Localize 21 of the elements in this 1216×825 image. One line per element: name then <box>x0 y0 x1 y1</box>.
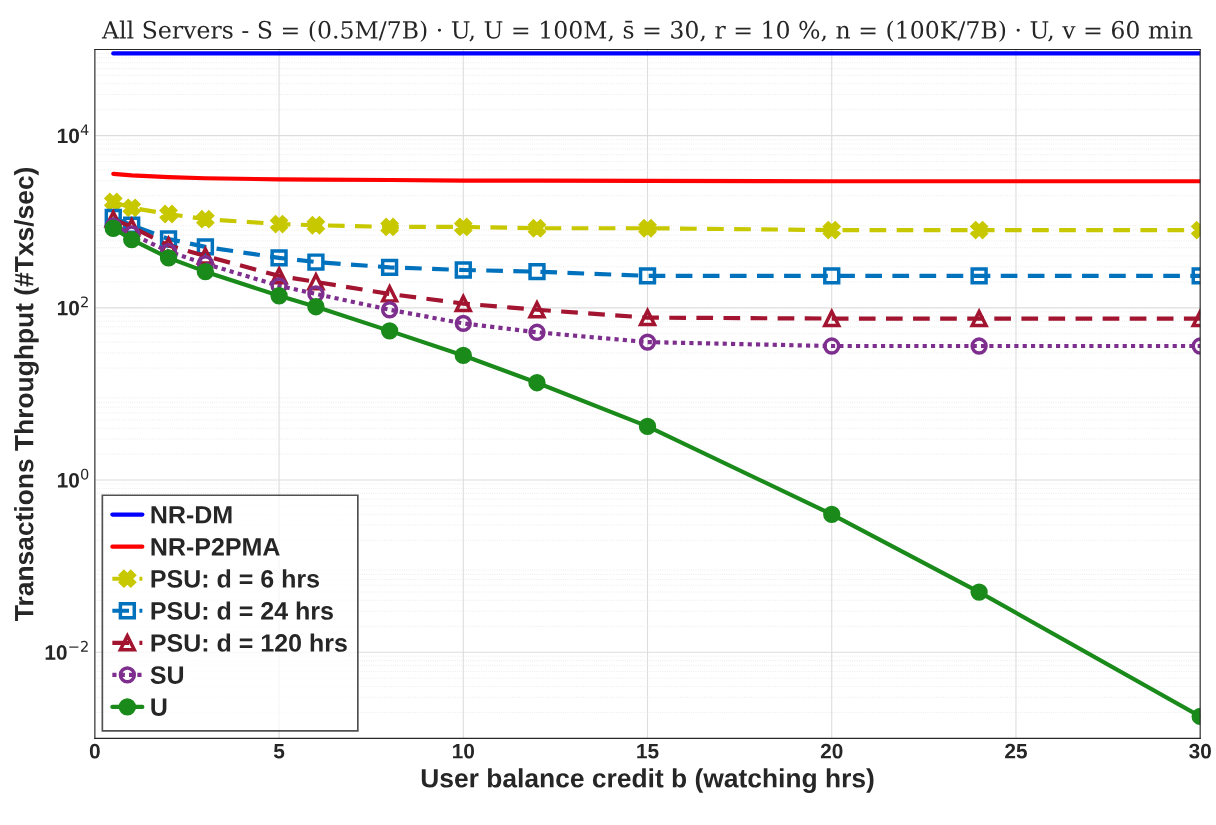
x-tick-label: 25 <box>1005 743 1027 759</box>
legend-label: PSU: d = 120 hrs <box>151 633 347 652</box>
y-axis-title: Transactions Throughput (#Txs/sec) <box>14 167 39 621</box>
legend-label: U <box>151 698 167 716</box>
x-tick-label: 30 <box>1189 743 1211 759</box>
x-tick-label: 20 <box>820 743 843 759</box>
legend-label: NR-P2PMA <box>151 537 280 556</box>
y-tick-label: 10$^{0}$ <box>57 468 89 488</box>
legend-label: PSU: d = 24 hrs <box>151 601 333 620</box>
legend-label: SU <box>150 666 184 684</box>
y-tick-label: 10$^{2}$ <box>57 296 88 316</box>
x-tick-label: 10 <box>453 743 475 759</box>
x-tick-label: 0 <box>89 743 100 759</box>
legend-label: PSU: d = 6 hrs <box>151 569 320 588</box>
y-tick-label: 10$^{−2}$ <box>45 640 88 660</box>
x-tick-label: 15 <box>637 744 659 759</box>
chart-title: All Servers - S = (0.5M/7B) · U, U = 100M, s̄ = 30, r = 10 %, n = (100K/7B) · U, v = 60 min <box>101 20 1193 43</box>
x-axis-title: User balance credit b (watching hrs) <box>421 768 874 793</box>
x-tick-label: 5 <box>273 744 285 759</box>
y-tick-label: 10$^{4}$ <box>57 124 89 144</box>
legend-label: NR-DM <box>151 506 232 524</box>
